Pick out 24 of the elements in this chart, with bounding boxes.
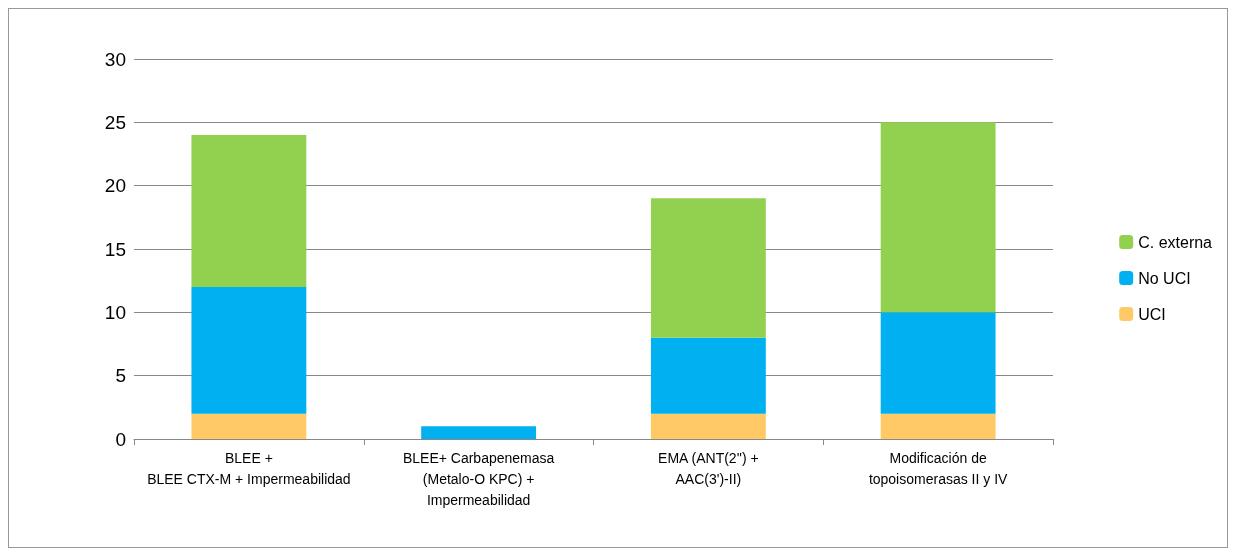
bar [650, 198, 766, 338]
bar [191, 287, 307, 414]
y-tick-label: 20 [104, 175, 126, 197]
bar [650, 413, 766, 439]
bar [880, 413, 996, 439]
y-tick-label: 10 [104, 301, 126, 323]
legend-label: No UCI [1138, 269, 1191, 287]
x-tick-label: BLEE + BLEE CTX-M + Impermeabilidad [147, 449, 351, 487]
bar [880, 122, 996, 313]
bar [421, 426, 537, 439]
bar [650, 337, 766, 414]
y-tick-label: 0 [115, 428, 126, 450]
y-tick-label: 30 [104, 48, 126, 70]
bar [880, 312, 996, 414]
legend-label: C. externa [1138, 233, 1213, 251]
y-tick-label: 25 [104, 111, 126, 133]
x-tick-label: EMA (ANT(2'') + AAC(3')-II) [658, 449, 759, 487]
legend-label: UCI [1138, 305, 1166, 323]
x-tick-label: Modificación de topoisomerasas II y IV [868, 449, 1009, 487]
bar [191, 413, 307, 439]
x-tick-label: BLEE+ Carbapenemasa (Metalo-O KPC) + Impermeabilidad [402, 449, 555, 508]
y-tick-label: 15 [104, 238, 126, 260]
y-tick-label: 5 [115, 365, 126, 387]
bar [191, 135, 307, 287]
